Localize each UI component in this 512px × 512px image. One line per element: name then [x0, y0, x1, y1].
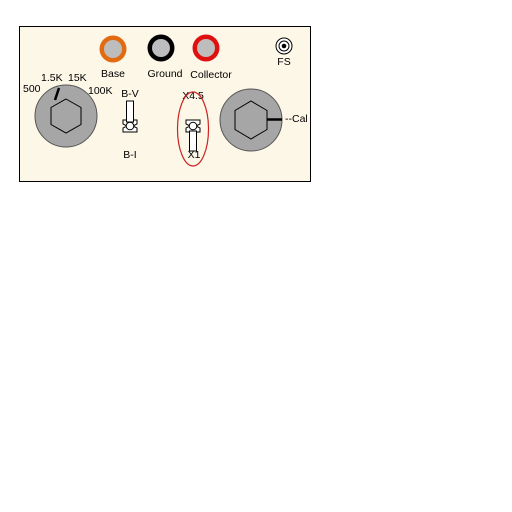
cal-knob-label: --Cal — [285, 113, 308, 125]
fs-jack-label: FS — [277, 56, 290, 68]
range-selector-knob[interactable] — [34, 84, 98, 148]
scale-switch-highlight — [176, 91, 210, 167]
range-label-1-5k: 1.5K — [41, 72, 63, 84]
base-jack-label: Base — [101, 68, 125, 80]
mode-switch-label-bottom: B-I — [123, 149, 136, 161]
range-knob-hex-icon — [50, 98, 82, 134]
mode-switch-label-top: B-V — [121, 88, 139, 100]
ground-jack-label: Ground — [147, 68, 182, 80]
range-label-500: 500 — [23, 83, 41, 95]
fs-jack[interactable] — [275, 37, 293, 55]
collector-jack[interactable] — [192, 34, 220, 62]
range-label-15k: 15K — [68, 72, 87, 84]
ground-jack[interactable] — [147, 34, 175, 62]
scale-switch-label-bottom: X1 — [188, 149, 201, 161]
base-jack[interactable] — [99, 35, 127, 63]
mode-toggle-lever — [126, 100, 134, 123]
scale-switch-label-top: X4.5 — [182, 90, 204, 102]
cal-knob-hex-icon — [234, 100, 268, 140]
range-label-100k: 100K — [88, 85, 113, 97]
collector-jack-label: Collector — [190, 69, 232, 81]
range-knob-pointer — [53, 87, 61, 101]
scale-toggle-lever — [189, 130, 197, 152]
cal-knob[interactable] — [219, 88, 283, 152]
mode-toggle-switch[interactable] — [122, 100, 138, 133]
scale-toggle-switch[interactable] — [185, 119, 201, 152]
